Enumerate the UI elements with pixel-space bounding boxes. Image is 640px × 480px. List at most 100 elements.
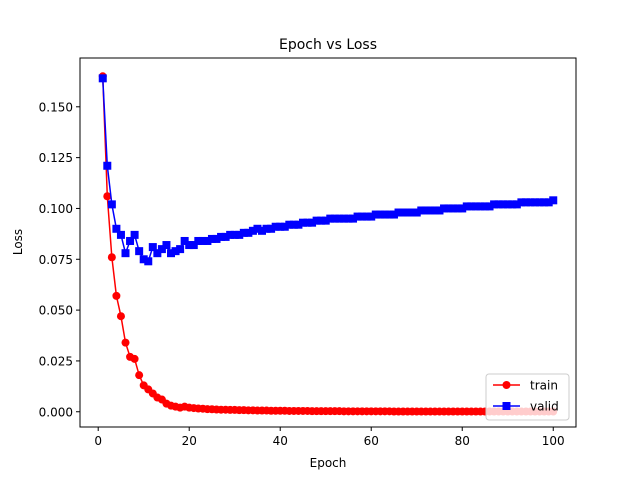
train-point xyxy=(107,253,116,262)
valid-point xyxy=(494,200,503,209)
valid-point xyxy=(180,236,189,245)
valid-point xyxy=(458,204,467,213)
valid-point xyxy=(162,241,171,250)
x-tick-label: 0 xyxy=(94,434,102,448)
valid-point xyxy=(189,241,198,250)
valid-point xyxy=(126,236,135,245)
valid-point xyxy=(531,198,540,207)
valid-point xyxy=(349,214,358,223)
valid-point xyxy=(276,222,285,231)
valid-point xyxy=(285,220,294,229)
valid-point xyxy=(280,222,289,231)
valid-point xyxy=(362,212,371,221)
valid-point xyxy=(540,198,549,207)
valid-point xyxy=(135,247,144,256)
y-tick-label: 0.150 xyxy=(39,100,73,114)
valid-point xyxy=(449,204,458,213)
valid-point xyxy=(185,241,194,250)
valid-point xyxy=(230,230,239,239)
y-tick-label: 0.000 xyxy=(39,405,73,419)
x-tick-label: 40 xyxy=(273,434,288,448)
valid-point xyxy=(517,198,526,207)
axes-frame xyxy=(79,57,577,428)
valid-point xyxy=(485,202,494,211)
valid-point xyxy=(248,226,257,235)
valid-point xyxy=(471,202,480,211)
train-point xyxy=(103,192,112,201)
valid-point xyxy=(116,230,125,239)
valid-point xyxy=(98,74,107,83)
train-point xyxy=(135,371,144,380)
valid-point xyxy=(103,161,112,170)
valid-point xyxy=(412,208,421,217)
valid-point xyxy=(107,200,116,209)
valid-point xyxy=(244,228,253,237)
valid-point xyxy=(358,212,367,221)
legend: train valid xyxy=(485,373,570,421)
valid-point xyxy=(376,210,385,219)
valid-point xyxy=(308,218,317,227)
valid-point xyxy=(121,249,130,258)
x-tick-label: 60 xyxy=(364,434,379,448)
valid-point xyxy=(298,218,307,227)
valid-point xyxy=(549,196,558,205)
valid-series xyxy=(98,74,558,266)
valid-point xyxy=(144,257,153,266)
valid-point xyxy=(235,230,244,239)
valid-point xyxy=(326,214,335,223)
x-axis-ticks: 0 20 40 60 80 100 xyxy=(94,427,565,448)
valid-point xyxy=(130,230,139,239)
valid-point xyxy=(353,212,362,221)
valid-point xyxy=(476,202,485,211)
valid-point xyxy=(499,200,508,209)
x-tick-label: 100 xyxy=(542,434,565,448)
y-tick-label: 0.075 xyxy=(39,253,73,267)
valid-point xyxy=(212,234,221,243)
valid-point xyxy=(408,208,417,217)
legend-valid-marker xyxy=(502,402,511,410)
valid-point xyxy=(203,236,212,245)
chart-title: Epoch vs Loss xyxy=(279,37,377,53)
valid-point xyxy=(157,245,166,254)
valid-point xyxy=(426,206,435,215)
valid-point xyxy=(453,204,462,213)
valid-point xyxy=(330,214,339,223)
valid-point xyxy=(139,255,148,264)
y-axis-ticks: 0.000 0.025 0.050 0.075 0.100 0.125 0.150 xyxy=(39,100,80,419)
valid-point xyxy=(403,208,412,217)
valid-point xyxy=(467,202,476,211)
valid-point xyxy=(435,206,444,215)
valid-point xyxy=(421,206,430,215)
valid-point xyxy=(317,216,326,225)
valid-point xyxy=(503,200,512,209)
legend-train-marker xyxy=(502,381,511,389)
valid-point xyxy=(380,210,389,219)
valid-point xyxy=(440,204,449,213)
y-tick-label: 0.050 xyxy=(39,304,73,318)
x-axis-label: Epoch xyxy=(310,456,347,470)
valid-point xyxy=(512,200,521,209)
train-point xyxy=(130,354,139,363)
valid-point xyxy=(112,224,121,233)
legend-valid-label: valid xyxy=(530,400,559,414)
valid-point xyxy=(312,216,321,225)
valid-point xyxy=(221,232,230,241)
valid-point xyxy=(171,247,180,256)
valid-point xyxy=(294,220,303,229)
x-tick-label: 20 xyxy=(182,434,197,448)
valid-point xyxy=(207,234,216,243)
valid-point xyxy=(167,249,176,258)
valid-point xyxy=(271,222,280,231)
valid-point xyxy=(198,236,207,245)
valid-point xyxy=(535,198,544,207)
y-tick-label: 0.125 xyxy=(39,151,73,165)
valid-point xyxy=(544,198,553,207)
valid-point xyxy=(289,220,298,229)
valid-point xyxy=(521,198,530,207)
valid-point xyxy=(371,210,380,219)
y-tick-label: 0.100 xyxy=(39,202,73,216)
legend-train-label: train xyxy=(530,379,558,393)
valid-point xyxy=(462,202,471,211)
valid-point xyxy=(444,204,453,213)
